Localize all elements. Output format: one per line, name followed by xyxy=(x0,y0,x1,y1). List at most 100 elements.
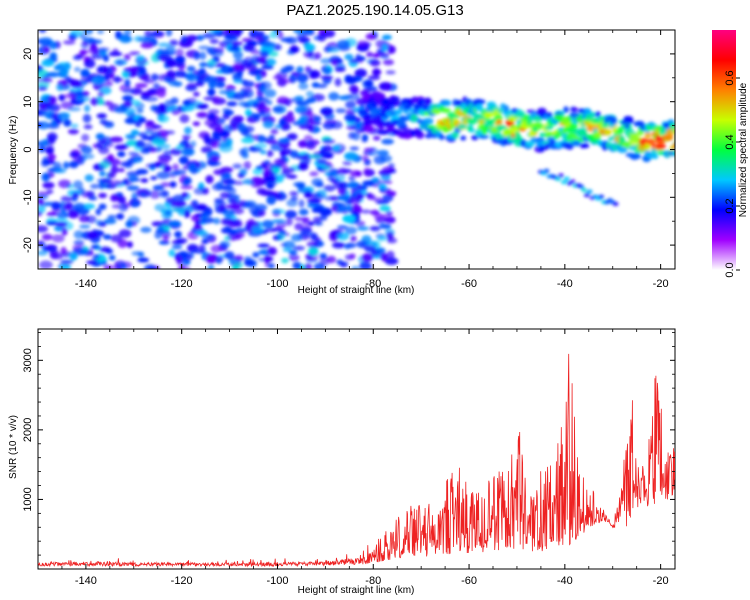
spectrogram-cell xyxy=(275,174,284,183)
spectrogram-cell xyxy=(159,133,166,139)
spectrogram-cell xyxy=(99,170,106,177)
spectrogram-cell xyxy=(73,180,83,190)
spectrogram-cell xyxy=(128,174,138,183)
spectrogram-cell xyxy=(322,154,334,159)
spectrogram-cell xyxy=(233,79,243,84)
spectrogram-cell xyxy=(288,254,300,262)
spectrogram-cell xyxy=(94,257,108,262)
spectrogram-cell xyxy=(180,185,193,190)
spectrogram-cell xyxy=(210,140,221,149)
spectrogram-cell xyxy=(182,134,192,139)
spectrogram-cell xyxy=(304,42,313,52)
spectrogram-cell xyxy=(193,91,200,97)
spectrogram-cell xyxy=(352,131,361,141)
spectrogram-cell xyxy=(475,103,484,112)
spectrogram-cell xyxy=(594,111,601,118)
spectrogram-cell xyxy=(241,137,255,144)
spectrogram-cell xyxy=(349,58,364,64)
x-tick-label: -80 xyxy=(365,575,381,587)
spectrogram-cell xyxy=(255,31,264,37)
spectrogram-cell xyxy=(334,67,346,72)
spectrogram-cell xyxy=(115,30,122,39)
spectrogram-cell xyxy=(110,165,119,174)
spectrogram-cell xyxy=(276,31,284,39)
spectrogram-cell xyxy=(644,143,651,151)
spectrogram-cell xyxy=(348,175,356,182)
spectrogram-cell xyxy=(88,55,96,61)
spectrogram-cell xyxy=(193,187,207,195)
spectrogram-cell xyxy=(96,65,105,73)
snr-y-ticks: 1000 2000 3000 xyxy=(22,332,675,556)
x-tick-label: -60 xyxy=(461,575,477,587)
spectrogram-cell xyxy=(264,176,278,182)
spectrogram-cell xyxy=(382,59,395,66)
spectrogram-cell xyxy=(290,233,303,242)
spectrogram-cell xyxy=(95,140,109,150)
snr-panel: -140 -120 -100 -80 -60 -40 -20 1000 2000 3000 He… xyxy=(8,328,676,596)
spectrogram-cell xyxy=(367,75,381,81)
spectrogram-cell xyxy=(193,51,200,61)
spectrogram-cell xyxy=(387,45,396,54)
spectrogram-cell xyxy=(107,154,115,162)
spectrogram-cell xyxy=(378,169,392,176)
spectrogram-cell xyxy=(138,36,150,43)
spectrogram-cell xyxy=(117,151,126,158)
spectrogram-cell xyxy=(82,30,94,35)
spectrogram-cell xyxy=(259,149,267,155)
spectrogram-cell xyxy=(207,59,216,66)
spectrogram-cell xyxy=(293,30,307,34)
spectrogram-cell xyxy=(172,194,185,204)
spectrogram-cell xyxy=(52,253,64,260)
snr-frame xyxy=(37,328,676,570)
spectrogram-cell xyxy=(671,149,675,156)
spectrogram-cell xyxy=(308,247,319,256)
spectrogram-cell xyxy=(292,261,302,269)
spectrogram-cell xyxy=(604,129,612,136)
spectrogram-cell xyxy=(114,144,128,150)
spectrogram-cell xyxy=(586,189,593,194)
spectrogram-cell xyxy=(346,124,357,130)
spectrogram-cell xyxy=(350,170,361,177)
spectrogram-cell xyxy=(362,180,374,187)
spectrogram-cell xyxy=(296,182,305,189)
spectrogram-cell xyxy=(49,96,57,104)
spectrogram-cell xyxy=(306,240,319,248)
spectrogram-cell xyxy=(357,226,369,231)
spectrogram-cell xyxy=(233,50,243,60)
spectrogram-cell xyxy=(191,200,199,206)
spectrogram-cell xyxy=(95,208,102,216)
spectrogram-cell xyxy=(360,185,368,191)
spectrogram-cell xyxy=(234,254,244,262)
spectrogram-cell xyxy=(381,34,392,40)
colorbar-label: Normalized spectral amplitude xyxy=(738,82,749,217)
spectrogram-cell xyxy=(243,161,252,170)
spectrogram-cell xyxy=(58,179,72,189)
spectrogram-cell xyxy=(58,94,66,102)
spectrogram-cell xyxy=(199,51,207,60)
spectrogram-cell xyxy=(305,90,314,98)
spectrogram-cell xyxy=(62,161,70,169)
spectrogram-cell xyxy=(296,74,308,84)
spectrogram-cell xyxy=(258,109,266,116)
spectrogram-cell xyxy=(110,194,120,202)
spectrogram-cell xyxy=(281,78,294,84)
spectrogram-cell xyxy=(261,220,274,229)
spectrogram-cell xyxy=(207,88,216,97)
spectrogram-cell xyxy=(192,121,201,127)
spectrogram-cell xyxy=(98,192,107,199)
spectrogram-cell xyxy=(581,187,587,193)
spectrogram-cell xyxy=(312,216,322,225)
spectrogram-cell xyxy=(299,161,310,166)
spectrogram-cell xyxy=(228,46,241,52)
spectrogram-cell xyxy=(240,61,253,69)
spectrogram-cell xyxy=(423,117,434,125)
spectrogram-cell xyxy=(224,236,231,241)
spectrogram-cell xyxy=(238,101,250,107)
spectrogram-cell xyxy=(163,149,172,156)
spectrogram-cell xyxy=(97,91,104,98)
spectrogram-cell xyxy=(210,244,223,253)
spectrogram-cell xyxy=(125,220,134,228)
x-tick-label: -100 xyxy=(266,575,288,587)
spectrogram-cell xyxy=(617,146,628,154)
spectrogram-cell xyxy=(469,128,475,133)
